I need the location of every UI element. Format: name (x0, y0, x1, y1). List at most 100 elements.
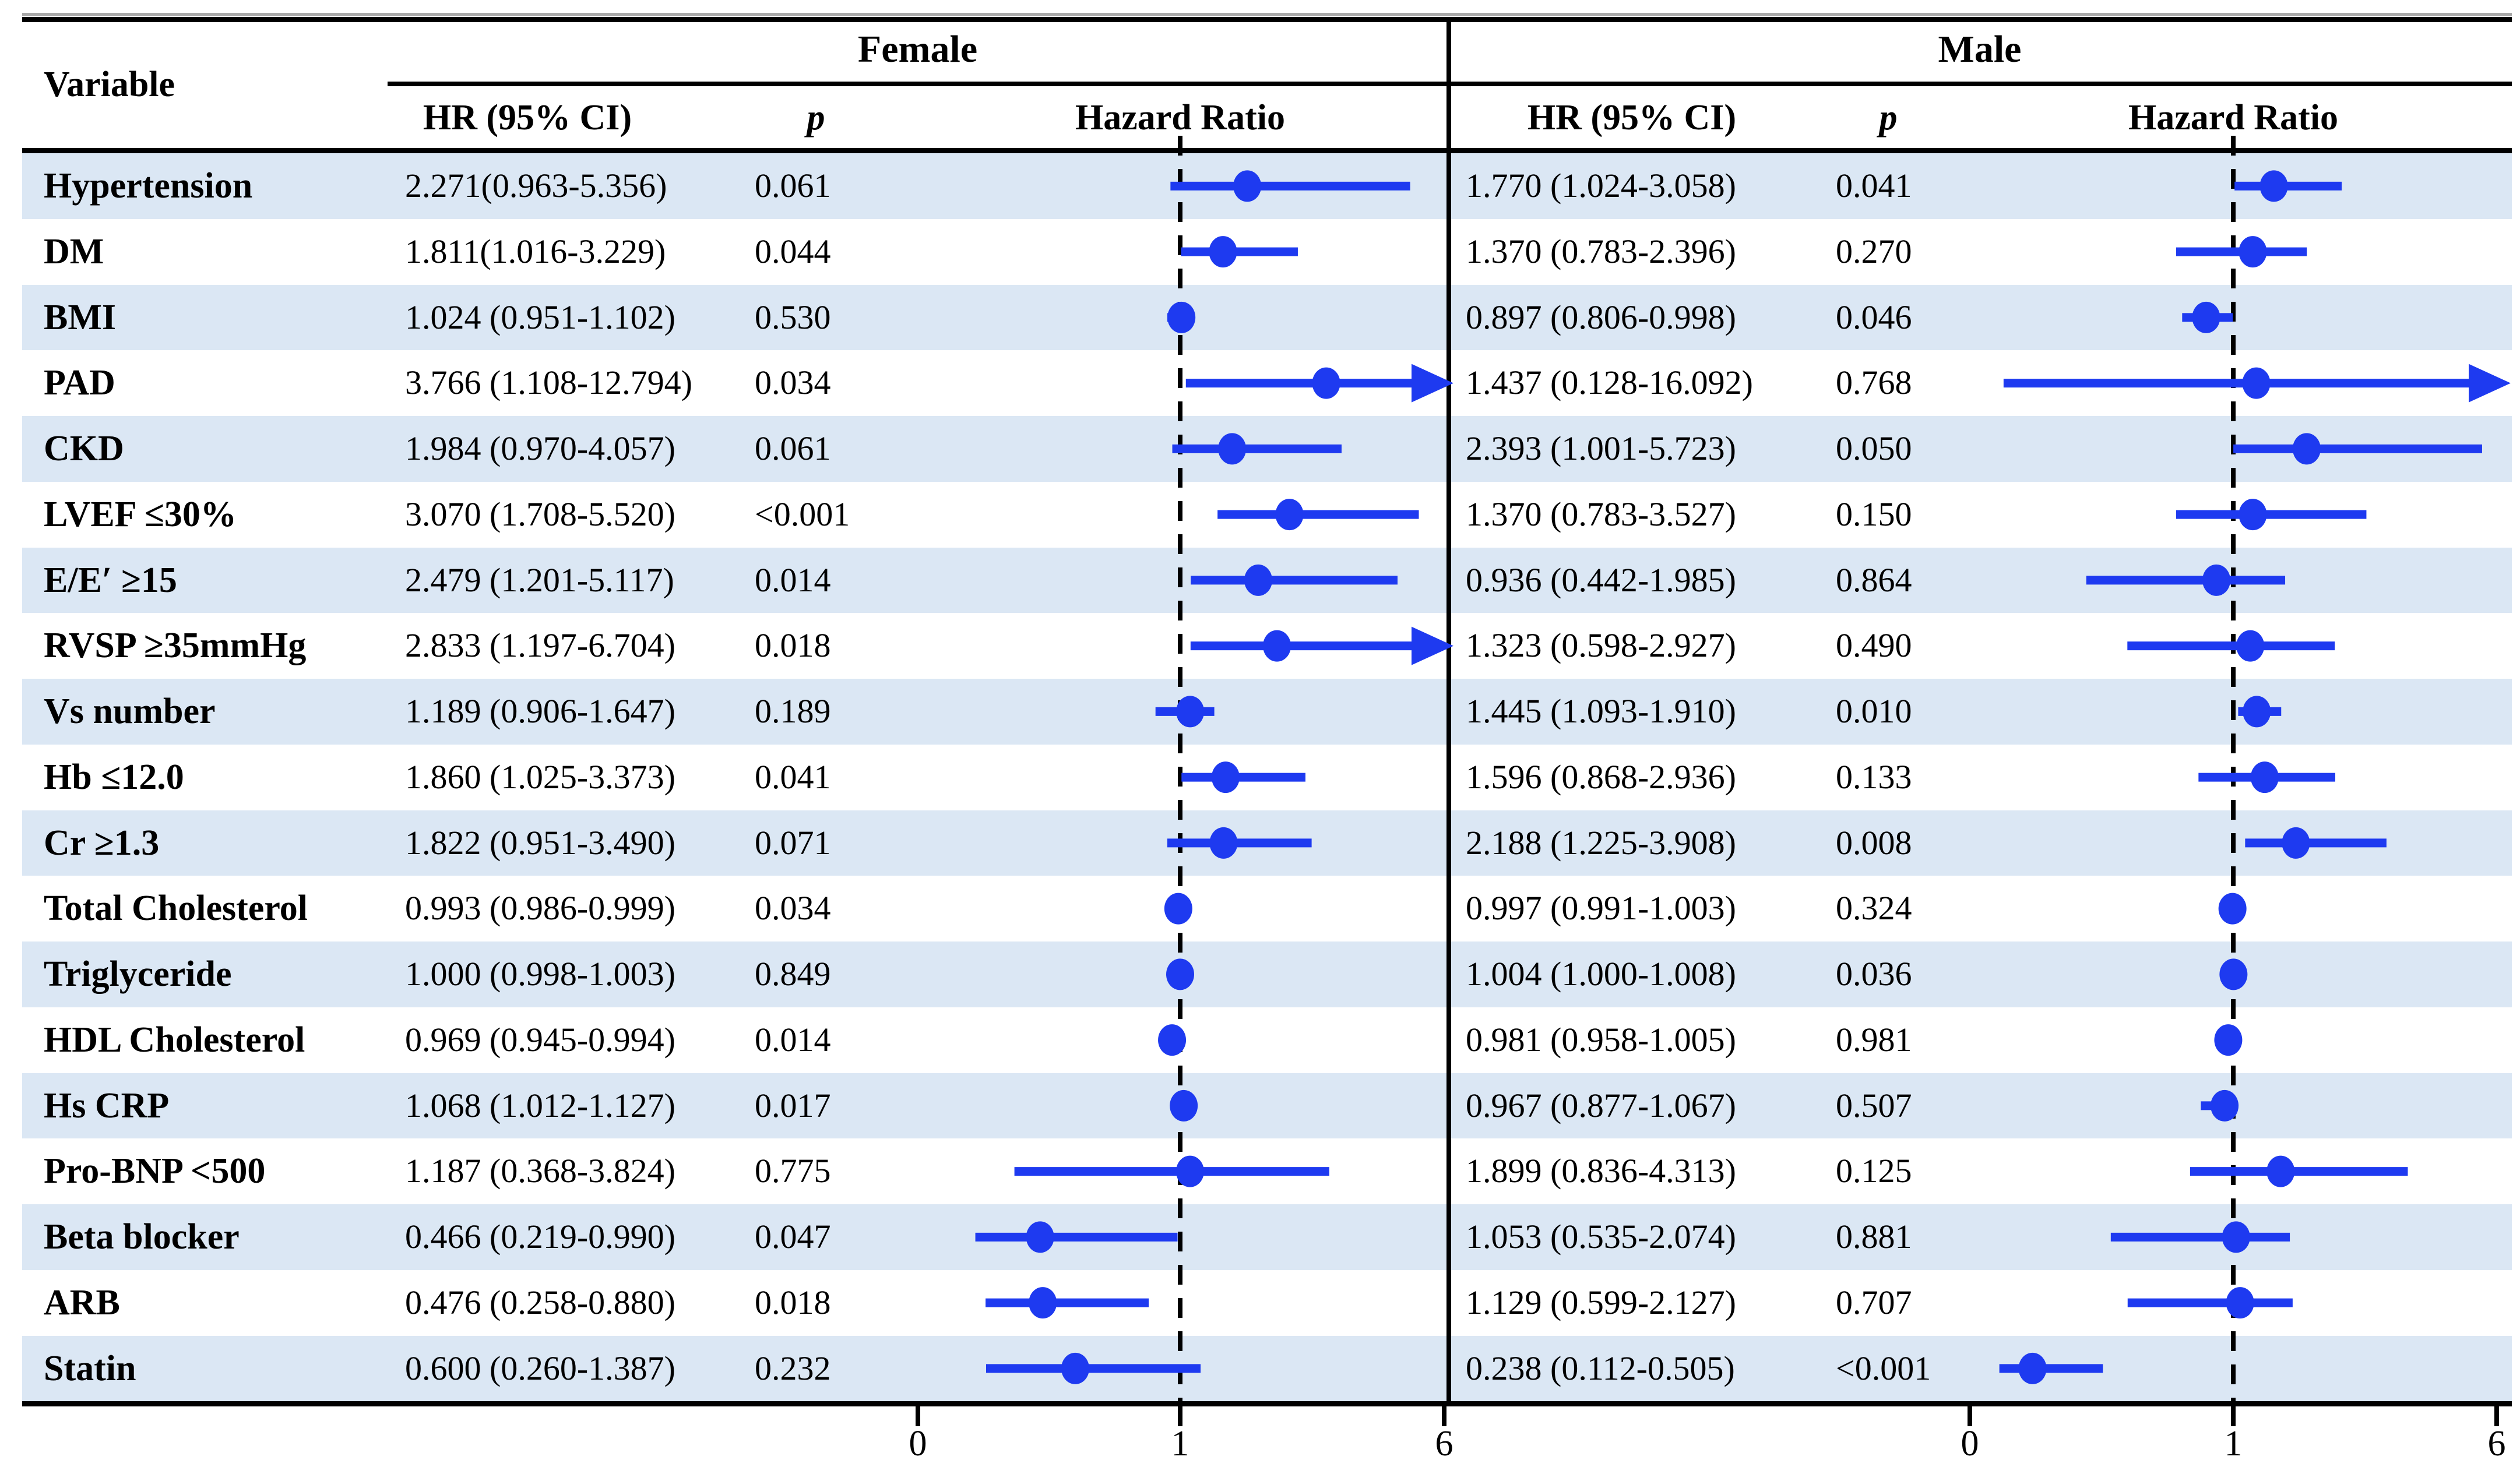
male-p-value: 0.046 (1836, 298, 1912, 336)
header-bottom-rule (22, 148, 2512, 153)
table-row: E/E′ ≥15 2.479 (1.201-5.117) 0.014 0.936… (22, 547, 2512, 613)
female-p-value: <0.001 (755, 495, 850, 533)
variable-label: E/E′ ≥15 (44, 560, 177, 600)
table-row: Vs number 1.189 (0.906-1.647) 0.189 1.44… (22, 679, 2512, 745)
female-p-value: 0.047 (755, 1218, 831, 1256)
variable-label: Pro-BNP <500 (44, 1151, 266, 1191)
male-p-value: 0.050 (1836, 429, 1912, 467)
male-hr-ci-value: 0.936 (0.442-1.985) (1466, 560, 1736, 599)
variable-label: Cr ≥1.3 (44, 823, 160, 863)
male-hr-ci-value: 1.445 (1.093-1.910) (1466, 692, 1736, 730)
table-row: HDL Cholesterol 0.969 (0.945-0.994) 0.01… (22, 1007, 2512, 1073)
variable-label: Triglyceride (44, 954, 232, 994)
female-hr-ci-value: 1.068 (1.012-1.127) (405, 1086, 675, 1124)
table-row: Pro-BNP <500 1.187 (0.368-3.824) 0.775 1… (22, 1138, 2512, 1204)
male-p-value: 0.881 (1836, 1218, 1912, 1256)
variable-label: CKD (44, 429, 124, 468)
variable-label: Vs number (44, 692, 216, 731)
table-row: Cr ≥1.3 1.822 (0.951-3.490) 0.071 2.188 … (22, 810, 2512, 876)
axis-tick-label: 0 (909, 1424, 927, 1464)
male-hr-ci-value: 0.967 (0.877-1.067) (1466, 1086, 1736, 1124)
female-p-value: 0.061 (755, 429, 831, 467)
male-p-value: 0.864 (1836, 560, 1912, 599)
male-hr-ci-value: 1.596 (0.868-2.936) (1466, 757, 1736, 796)
male-p-column-header: p (1879, 98, 1898, 137)
male-hr-column-header: HR (95% CI) (1527, 98, 1737, 137)
female-p-value: 0.044 (755, 232, 831, 270)
female-hr-ci-value: 3.766 (1.108-12.794) (405, 364, 692, 402)
female-p-value: 0.034 (755, 889, 831, 928)
female-hr-ci-value: 1.860 (1.025-3.373) (405, 757, 675, 796)
axis-tick-label: 1 (1171, 1424, 1189, 1464)
female-hr-ci-value: 1.811(1.016-3.229) (405, 232, 666, 270)
male-hr-ci-value: 0.238 (0.112-0.505) (1466, 1349, 1735, 1387)
male-hr-ci-value: 0.997 (0.991-1.003) (1466, 889, 1736, 928)
female-hr-ci-value: 2.479 (1.201-5.117) (405, 560, 674, 599)
female-hr-column-header: HR (95% CI) (423, 98, 632, 137)
female-hr-ci-value: 2.833 (1.197-6.704) (405, 626, 675, 665)
table-row: Statin 0.600 (0.260-1.387) 0.232 0.238 (… (22, 1335, 2512, 1402)
female-p-value: 0.071 (755, 823, 831, 862)
male-hr-ci-value: 2.188 (1.225-3.908) (1466, 823, 1736, 862)
male-p-value: 0.008 (1836, 823, 1912, 862)
male-panel-header: Male (1938, 28, 2022, 70)
table-row: RVSP ≥35mmHg 2.833 (1.197-6.704) 0.018 1… (22, 613, 2512, 679)
female-p-value: 0.018 (755, 1283, 831, 1321)
variable-label: PAD (44, 363, 115, 403)
female-p-value: 0.775 (755, 1152, 831, 1190)
variable-label: Hb ≤12.0 (44, 757, 184, 797)
male-hr-ci-value: 0.981 (0.958-1.005) (1466, 1020, 1736, 1059)
variable-label: Total Cholesterol (44, 888, 308, 929)
variable-label: Hs CRP (44, 1085, 170, 1126)
male-p-value: <0.001 (1836, 1349, 1931, 1387)
female-hr-ci-value: 3.070 (1.708-5.520) (405, 495, 675, 533)
male-p-value: 0.125 (1836, 1152, 1912, 1190)
male-hr-ci-value: 1.370 (0.783-3.527) (1466, 495, 1736, 533)
male-hr-ci-value: 1.437 (0.128-16.092) (1466, 364, 1753, 402)
top-border (22, 17, 2512, 22)
female-p-value: 0.189 (755, 692, 831, 730)
male-plot-column-header: Hazard Ratio (2128, 98, 2338, 137)
female-hr-ci-value: 1.024 (0.951-1.102) (405, 298, 675, 336)
female-hr-ci-value: 0.476 (0.258-0.880) (405, 1283, 675, 1321)
table-row: ARB 0.476 (0.258-0.880) 0.018 1.129 (0.5… (22, 1270, 2512, 1336)
male-p-value: 0.981 (1836, 1020, 1912, 1059)
female-hr-ci-value: 0.600 (0.260-1.387) (405, 1349, 675, 1387)
table-row: Hb ≤12.0 1.860 (1.025-3.373) 0.041 1.596… (22, 745, 2512, 810)
male-p-value: 0.507 (1836, 1086, 1912, 1124)
male-hr-ci-value: 1.370 (0.783-2.396) (1466, 232, 1736, 270)
female-hr-ci-value: 1.000 (0.998-1.003) (405, 955, 675, 993)
female-p-value: 0.849 (755, 955, 831, 993)
male-p-value: 0.036 (1836, 955, 1912, 993)
table-row: Hs CRP 1.068 (1.012-1.127) 0.017 0.967 (… (22, 1073, 2512, 1139)
female-panel-header: Female (857, 28, 978, 70)
axis-line (22, 1401, 2512, 1406)
variable-column-header: Variable (44, 65, 175, 104)
male-p-value: 0.041 (1836, 167, 1912, 204)
female-p-value: 0.018 (755, 626, 831, 665)
female-p-value: 0.017 (755, 1086, 831, 1124)
male-p-value: 0.133 (1836, 757, 1912, 796)
female-p-value: 0.530 (755, 298, 831, 336)
panel-divider (1446, 17, 1451, 1406)
female-hr-ci-value: 2.271(0.963-5.356) (405, 167, 667, 204)
axis-tick-label: 0 (1961, 1424, 1979, 1464)
male-p-value: 0.150 (1836, 495, 1912, 533)
female-p-column-header: p (807, 98, 825, 137)
male-p-value: 0.270 (1836, 232, 1912, 270)
axis-tick-label: 6 (2487, 1424, 2506, 1464)
table-row: CKD 1.984 (0.970-4.057) 0.061 2.393 (1.0… (22, 416, 2512, 482)
variable-label: LVEF ≤30% (44, 494, 237, 534)
male-p-value: 0.707 (1836, 1283, 1912, 1321)
male-hr-ci-value: 1.899 (0.836-4.313) (1466, 1152, 1736, 1190)
male-p-value: 0.490 (1836, 626, 1912, 665)
female-hr-ci-value: 0.466 (0.219-0.990) (405, 1218, 675, 1256)
table-row: BMI 1.024 (0.951-1.102) 0.530 0.897 (0.8… (22, 284, 2512, 351)
male-hr-ci-value: 1.053 (0.535-2.074) (1466, 1218, 1736, 1256)
top-border-accent (22, 13, 2512, 16)
table-row: Triglyceride 1.000 (0.998-1.003) 0.849 1… (22, 941, 2512, 1007)
axis-tick-label: 6 (1435, 1424, 1453, 1464)
female-p-value: 0.014 (755, 560, 831, 599)
